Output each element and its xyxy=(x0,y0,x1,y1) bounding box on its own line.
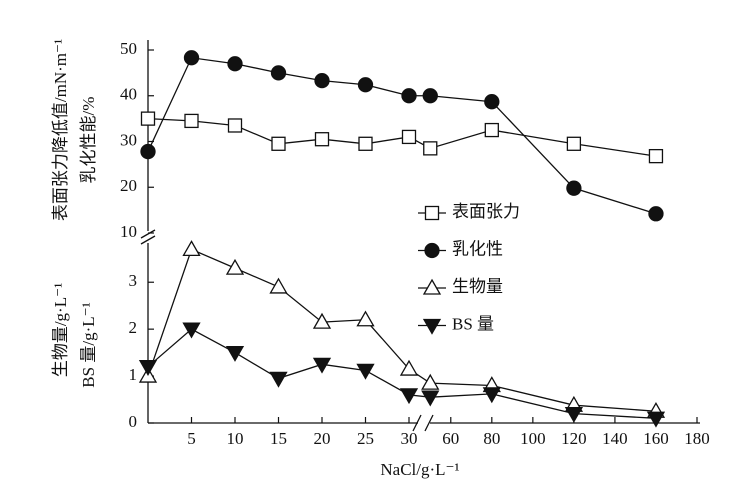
marker xyxy=(648,148,664,164)
legend-label: 生物量 xyxy=(452,277,503,296)
marker xyxy=(225,345,245,362)
marker xyxy=(357,77,374,93)
y2-axis-label: 表面张力降低值/mN·m⁻¹ xyxy=(51,39,70,221)
x-tick-label: 20 xyxy=(314,429,331,448)
legend-marker xyxy=(422,318,442,335)
x-tick-label: 25 xyxy=(357,429,374,448)
marker xyxy=(421,390,440,407)
marker xyxy=(271,136,286,151)
y-tick-label: 2 xyxy=(129,318,138,337)
marker xyxy=(270,65,287,81)
x-tick-label: 10 xyxy=(227,429,244,448)
x-tick-label: 30 xyxy=(401,429,418,448)
marker xyxy=(183,50,200,66)
marker xyxy=(225,258,245,275)
marker xyxy=(314,73,330,89)
marker xyxy=(358,136,373,151)
y-tick-label: 20 xyxy=(120,176,137,195)
marker xyxy=(401,129,417,145)
x-tick-label: 120 xyxy=(561,429,587,448)
marker xyxy=(138,360,158,377)
legend-label: BS 量 xyxy=(452,314,494,333)
marker xyxy=(184,113,199,129)
legend-marker xyxy=(424,242,440,259)
marker xyxy=(356,310,375,327)
y-tick-label: 1 xyxy=(129,365,138,384)
y-tick-label: 40 xyxy=(120,85,137,104)
x-tick-label: 100 xyxy=(520,429,546,448)
y-tick-label: 10 xyxy=(120,222,137,241)
marker xyxy=(399,359,419,376)
marker xyxy=(227,118,243,133)
marker xyxy=(484,94,500,110)
marker xyxy=(314,132,330,147)
marker xyxy=(140,111,156,126)
y-tick-label: 30 xyxy=(120,130,137,149)
y-tick-label: 0 xyxy=(129,412,138,431)
marker xyxy=(421,373,440,390)
y-axis-break xyxy=(140,229,156,245)
series-line xyxy=(147,248,657,412)
marker xyxy=(182,322,201,339)
marker xyxy=(422,88,438,104)
y-tick-label: 3 xyxy=(129,271,138,290)
marker xyxy=(484,122,499,138)
marker xyxy=(401,88,417,104)
marker xyxy=(399,388,419,405)
marker xyxy=(227,56,243,72)
marker xyxy=(312,312,332,329)
marker xyxy=(646,411,666,428)
legend-label: 乳化性 xyxy=(452,239,503,258)
marker xyxy=(648,206,664,222)
x-tick-label: 15 xyxy=(270,429,287,448)
marker xyxy=(482,387,501,404)
x-tick-label: 60 xyxy=(442,429,459,448)
y-tick-label: 50 xyxy=(120,39,137,58)
marker xyxy=(269,371,288,388)
marker xyxy=(140,143,156,160)
marker xyxy=(564,406,584,423)
marker xyxy=(312,357,332,374)
marker xyxy=(356,363,375,380)
marker xyxy=(566,180,582,196)
legend-label: 表面张力 xyxy=(452,202,520,221)
y2-axis-label: 乳化性能/% xyxy=(79,97,98,184)
marker xyxy=(423,141,438,156)
x-tick-label: 160 xyxy=(643,429,669,448)
legend-marker xyxy=(424,205,440,221)
y-axis-label: BS 量/g·L⁻¹ xyxy=(79,302,98,387)
marker xyxy=(269,277,288,294)
x-tick-label: 5 xyxy=(187,429,196,448)
x-tick-label: 80 xyxy=(483,429,500,448)
y-axis-label: 生物量/g·L⁻¹ xyxy=(51,283,70,377)
x-axis-label: NaCl/g·L⁻¹ xyxy=(380,460,459,479)
marker xyxy=(566,136,582,151)
x-axis-break xyxy=(412,414,434,432)
x-tick-label: 180 xyxy=(684,429,710,448)
x-tick-label: 140 xyxy=(602,429,628,448)
legend-marker xyxy=(422,278,442,295)
marker xyxy=(182,240,201,257)
